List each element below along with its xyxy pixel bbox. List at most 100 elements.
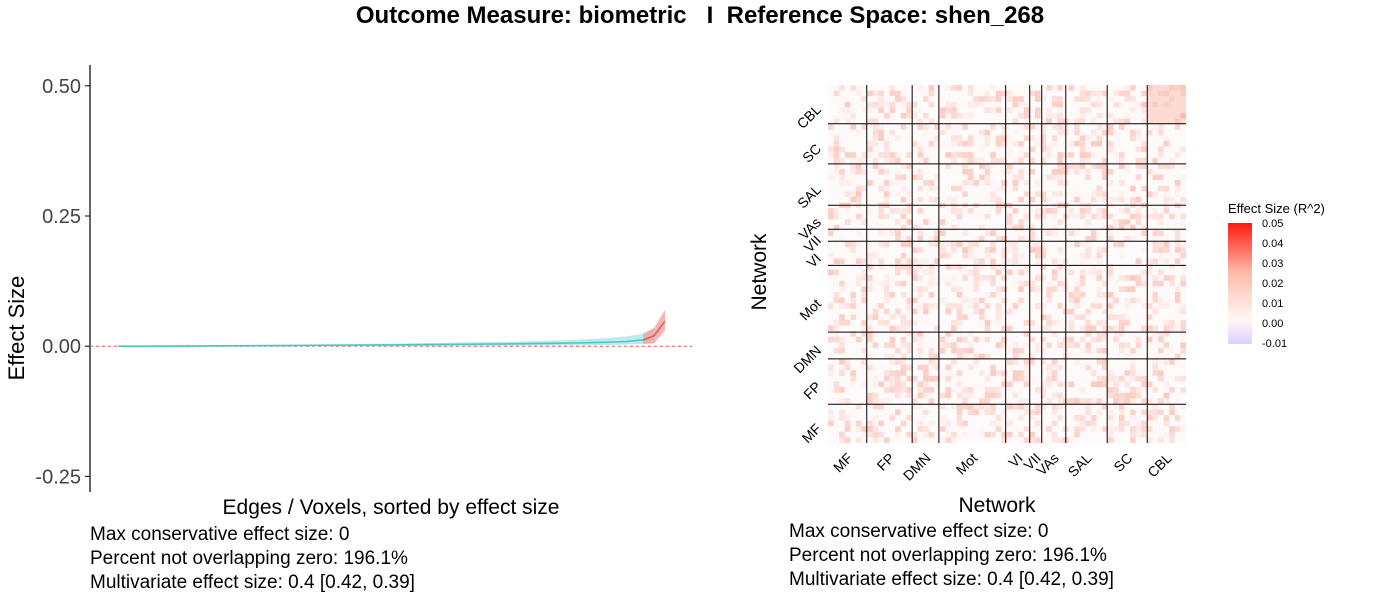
heatmap-cell [1018,196,1024,203]
heatmap-cell [1001,370,1007,376]
heatmap-cell [968,415,974,421]
heatmap-cell [1096,291,1103,298]
heatmap-cell [1090,163,1097,169]
heatmap-cell [939,230,946,237]
heatmap-cell [1057,152,1063,158]
heatmap-cell [856,85,862,91]
heatmap-cell [883,291,890,298]
heatmap-cell [850,370,856,376]
heatmap-cell [973,308,980,315]
heatmap-cell [1152,258,1159,264]
heatmap-cell [1046,196,1052,203]
heatmap-cell [1018,147,1024,153]
heatmap-cell [1051,135,1058,141]
heatmap-cell [850,124,856,130]
heatmap-cell [906,297,912,304]
heatmap-cell [906,431,912,438]
heatmap-cell [967,135,974,141]
heatmap-cell [1113,426,1119,432]
heatmap-cell [945,420,952,427]
heatmap-cell [1079,347,1086,354]
heatmap-cell [1001,286,1007,292]
heatmap-cell [861,359,868,365]
heatmap-cell [828,124,834,130]
heatmap-cell [1102,196,1108,203]
heatmap-cell [1180,308,1186,315]
heatmap-cell [1174,124,1181,130]
heatmap-cell [1130,224,1136,231]
heatmap-cell [855,280,862,287]
heatmap-cell [850,219,856,225]
heatmap-cell [911,286,918,292]
heatmap-cell [1096,163,1103,169]
heatmap-cell [1057,163,1063,169]
heatmap-cell [1136,370,1142,376]
heatmap-cell [973,264,980,270]
page-title: Outcome Measure: biometric I Reference S… [355,2,1045,29]
heatmap-cell [867,101,873,108]
heatmap-cell [1029,96,1035,102]
heatmap-cell [1152,280,1159,287]
heatmap-cell [1175,191,1181,197]
heatmap-cell [1163,319,1170,326]
heatmap-cell [939,342,946,348]
heatmap-cell [1169,101,1175,108]
heatmap-cell [1051,230,1058,237]
heatmap-cell [1096,319,1103,326]
heatmap-cell [1146,85,1153,91]
max-conservative-text: Max conservative effect size: 0 [789,521,1049,542]
heatmap-cell [1141,140,1147,147]
heatmap-cell [973,258,980,264]
heatmap-cell [1113,336,1119,343]
heatmap-cell [900,420,907,427]
heatmap-cell [884,230,890,236]
heatmap-cell [1135,157,1142,164]
heatmap-cell [1051,319,1058,326]
heatmap-cell [912,326,918,332]
heatmap-cell [1029,124,1035,130]
heatmap-cell [1096,359,1103,365]
heatmap-cell [967,112,974,119]
heatmap-cell [1001,375,1007,382]
heatmap-cell [1079,90,1086,97]
heatmap-cell [839,393,845,399]
heatmap-cell [1152,325,1159,332]
heatmap-cell [1113,314,1119,320]
heatmap-cell [1180,375,1186,382]
heatmap-cell [878,420,884,427]
heatmap-cell [995,236,1002,242]
heatmap-cell [906,308,912,315]
heatmap-cell [1012,180,1019,186]
heatmap-cell [855,420,862,427]
heatmap-cell [1007,168,1013,175]
heatmap-cell [1141,375,1147,382]
heatmap-cell [1169,437,1175,443]
heatmap-cell [828,420,834,427]
heatmap-cell [917,403,924,410]
y-network-label: CBL [794,101,825,132]
heatmap-cell [979,224,985,231]
heatmap-cell [951,140,957,147]
heatmap-cell [1018,398,1024,404]
heatmap-cell [1051,191,1058,197]
heatmap-cell [900,213,907,220]
heatmap-cell [1051,420,1058,427]
heatmap-cell [828,252,834,259]
heatmap-cell [1007,147,1013,153]
heatmap-cell [956,381,963,388]
heatmap-cell [1113,118,1119,125]
heatmap-cell [828,91,834,97]
heatmap-cell [850,297,856,304]
heatmap-cell [973,157,980,164]
heatmap-cell [1169,403,1175,410]
heatmap-cell [1158,375,1164,382]
heatmap-cell [956,140,963,147]
heatmap-cell [984,375,991,382]
heatmap-cell [956,319,963,326]
heatmap-cell [855,437,862,443]
heatmap-cell [1007,247,1013,253]
heatmap-cell [1124,353,1131,360]
heatmap-cell [1079,314,1086,320]
heatmap-cell [1034,409,1041,416]
heatmap-cell [1141,387,1147,393]
